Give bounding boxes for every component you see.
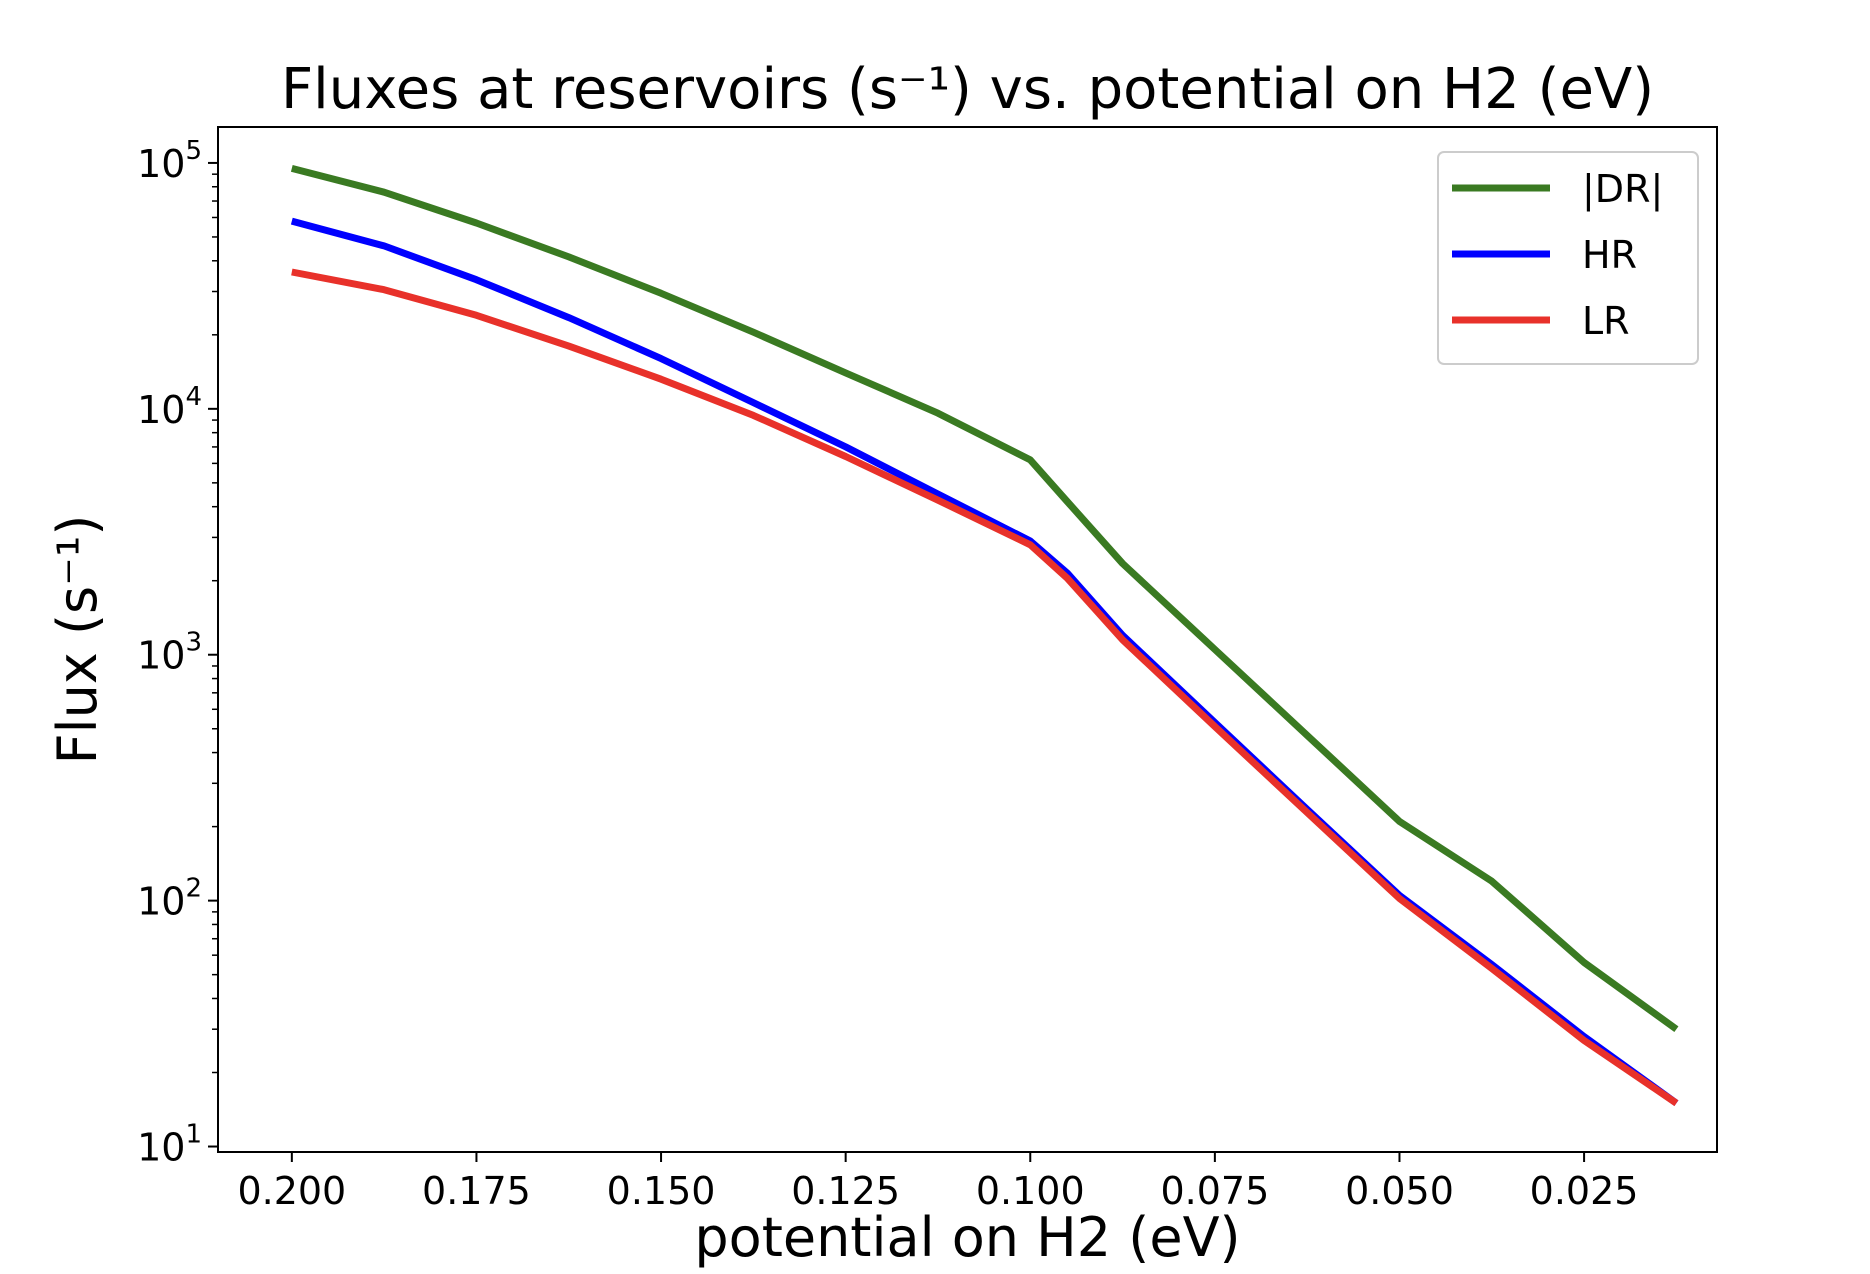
- x-tick-label: 0.100: [976, 1169, 1085, 1213]
- y-tick-label: 101: [137, 1120, 202, 1170]
- x-tick-label: 0.025: [1530, 1169, 1639, 1213]
- x-tick-label: 0.175: [422, 1169, 531, 1213]
- plot-frame: [217, 126, 1718, 1153]
- y-tick-label: 104: [137, 382, 202, 432]
- y-tick-label: 103: [137, 628, 202, 678]
- x-axis-label: potential on H2 (eV): [694, 1206, 1240, 1269]
- y-axis-label: Flux (s⁻¹): [46, 515, 109, 765]
- legend-label: HR: [1582, 233, 1637, 277]
- y-axis-ticks: 101 102 103 104 105: [137, 136, 218, 1170]
- y-tick-label: 102: [137, 874, 202, 924]
- x-axis-ticks: 0.200 0.175 0.150 0.125 0.100 0.075 0.050 0.025: [237, 1152, 1638, 1213]
- chart-title: Fluxes at reservoirs (s⁻¹) vs. potential…: [281, 57, 1654, 122]
- x-tick-label: 0.200: [237, 1169, 346, 1213]
- legend: |DR| HR LR: [1437, 151, 1699, 365]
- x-tick-label: 0.075: [1160, 1169, 1269, 1213]
- y-tick-label: 105: [137, 136, 202, 186]
- plot-lines: [290, 165, 1679, 1107]
- x-tick-label: 0.125: [791, 1169, 900, 1213]
- series-line-0: [290, 165, 1679, 1033]
- x-tick-label: 0.150: [607, 1169, 716, 1213]
- legend-label: LR: [1582, 299, 1630, 343]
- series-line-2: [291, 268, 1679, 1107]
- x-tick-label: 0.050: [1345, 1169, 1454, 1213]
- legend-label: |DR|: [1582, 167, 1663, 212]
- legend-box: [1437, 151, 1699, 365]
